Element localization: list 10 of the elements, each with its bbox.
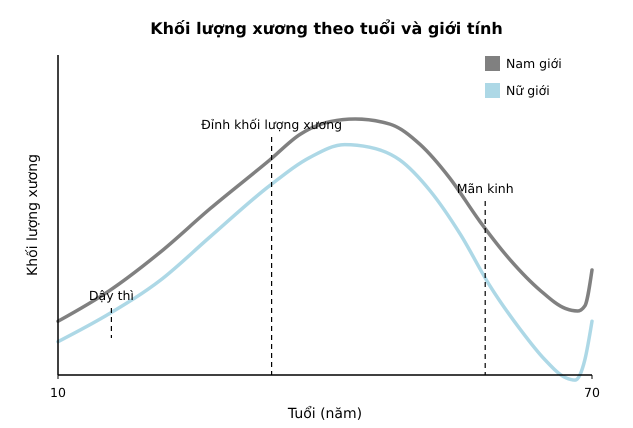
ref-line-label: Mãn kinh [456, 181, 514, 196]
legend-label: Nữ giới [506, 83, 550, 98]
x-tick-label: 10 [50, 385, 66, 400]
ref-line-label: Đỉnh khối lượng xương [201, 117, 342, 132]
chart-title: Khối lượng xương theo tuổi và giới tính [150, 19, 503, 38]
y-axis-title: Khối lượng xương [25, 154, 41, 276]
x-tick-label: 70 [584, 385, 600, 400]
ref-line-label: Dậy thì [88, 288, 134, 303]
legend-label: Nam giới [506, 56, 562, 71]
x-axis-title: Tuổi (năm) [286, 405, 362, 422]
